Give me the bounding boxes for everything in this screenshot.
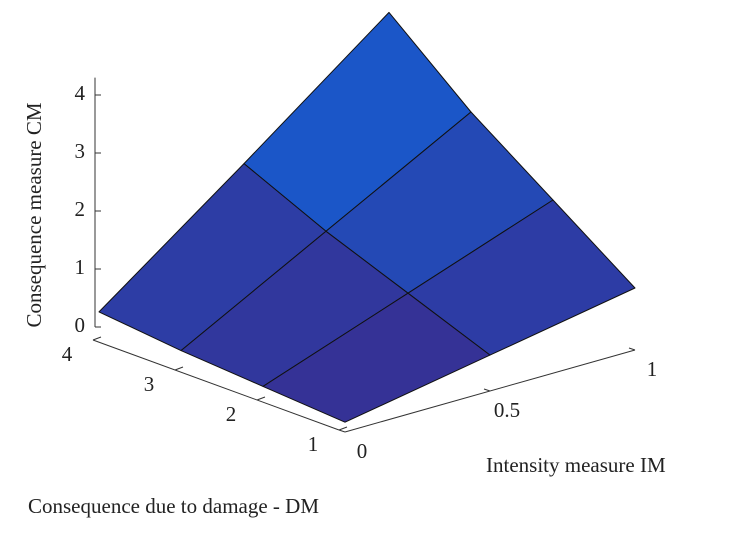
z-tick-label: 3 bbox=[75, 139, 86, 163]
y-tick-label: 1 bbox=[308, 432, 319, 456]
y-tick bbox=[338, 426, 348, 431]
y-tick bbox=[92, 336, 102, 341]
y-axis-label: Consequence due to damage - DM bbox=[28, 494, 319, 518]
y-tick bbox=[256, 396, 266, 401]
y-axis-line bbox=[92, 339, 340, 431]
z-tick-label: 1 bbox=[75, 255, 86, 279]
x-tick-label: 0.5 bbox=[494, 398, 520, 422]
y-tick-label: 3 bbox=[144, 372, 155, 396]
x-tick-label: 1 bbox=[647, 357, 658, 381]
x-axis-label: Intensity measure IM bbox=[486, 453, 666, 477]
z-tick-label: 4 bbox=[75, 81, 86, 105]
y-tick-label: 4 bbox=[62, 342, 73, 366]
z-axis-label: Consequence measure CM bbox=[22, 102, 46, 327]
y-tick-label: 2 bbox=[226, 402, 237, 426]
surface-face bbox=[262, 292, 491, 423]
x-tick bbox=[628, 347, 636, 351]
x-tick-label: 0 bbox=[357, 439, 368, 463]
x-tick bbox=[338, 429, 346, 433]
z-tick-label: 0 bbox=[75, 313, 86, 337]
z-tick-label: 2 bbox=[75, 197, 86, 221]
y-tick bbox=[174, 366, 184, 371]
x-tick bbox=[483, 388, 491, 392]
